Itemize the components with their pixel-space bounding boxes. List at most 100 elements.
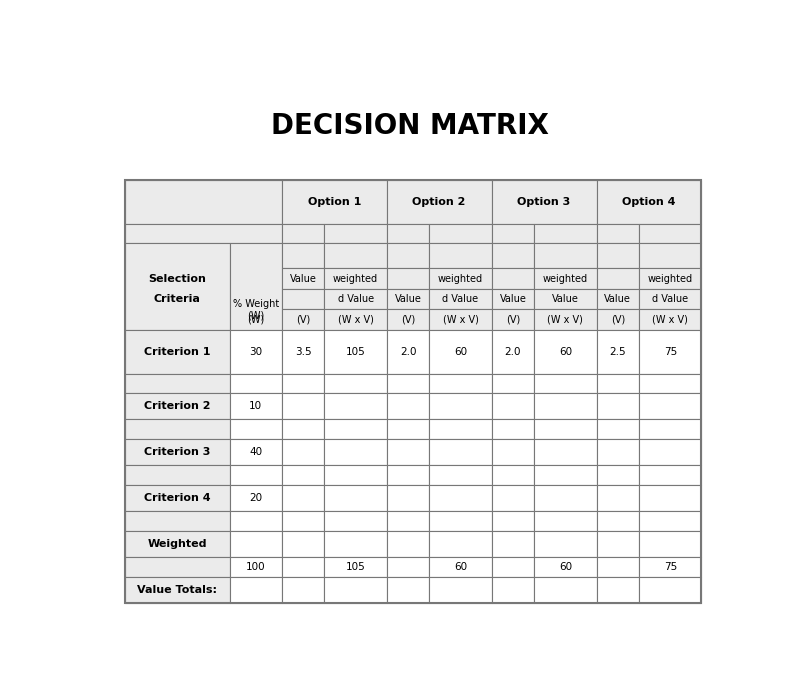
Bar: [325, 512, 386, 531]
Bar: [430, 531, 492, 557]
Bar: [534, 243, 597, 268]
Bar: [386, 557, 430, 577]
Bar: [597, 557, 639, 577]
Bar: [125, 439, 230, 466]
Bar: [492, 531, 534, 557]
Bar: [125, 223, 282, 243]
Bar: [282, 268, 325, 289]
Bar: [639, 393, 702, 420]
Bar: [386, 374, 430, 393]
Text: (W x V): (W x V): [338, 315, 374, 325]
Bar: [386, 439, 430, 466]
Bar: [430, 466, 492, 485]
Bar: [282, 485, 325, 512]
Bar: [386, 420, 430, 439]
Bar: [639, 268, 702, 289]
Bar: [325, 439, 386, 466]
Text: 60: 60: [559, 347, 572, 357]
Bar: [534, 531, 597, 557]
Bar: [230, 531, 282, 557]
Bar: [534, 223, 597, 243]
Bar: [534, 268, 597, 289]
Bar: [386, 180, 492, 223]
Text: DECISION MATRIX: DECISION MATRIX: [271, 112, 549, 141]
Bar: [282, 531, 325, 557]
Text: (V): (V): [506, 315, 520, 325]
Bar: [230, 485, 282, 512]
Bar: [325, 268, 386, 289]
Text: 60: 60: [454, 562, 467, 572]
Bar: [430, 243, 492, 268]
Text: (W x V): (W x V): [442, 315, 478, 325]
Bar: [125, 330, 230, 374]
Text: weighted: weighted: [648, 274, 693, 283]
Bar: [230, 439, 282, 466]
Bar: [325, 557, 386, 577]
Bar: [230, 243, 282, 330]
Bar: [230, 330, 282, 374]
Bar: [430, 512, 492, 531]
Bar: [430, 374, 492, 393]
Bar: [386, 310, 430, 330]
Bar: [386, 393, 430, 420]
Text: 40: 40: [249, 447, 262, 457]
Bar: [386, 223, 430, 243]
Text: 2.0: 2.0: [400, 347, 416, 357]
Text: d Value: d Value: [442, 294, 478, 304]
Bar: [125, 180, 702, 603]
Bar: [325, 485, 386, 512]
Bar: [125, 420, 230, 439]
Bar: [386, 243, 430, 268]
Bar: [230, 393, 282, 420]
Bar: [492, 243, 534, 268]
Text: Value: Value: [552, 294, 579, 304]
Bar: [492, 439, 534, 466]
Bar: [282, 223, 325, 243]
Bar: [597, 243, 639, 268]
Bar: [639, 330, 702, 374]
Bar: [282, 420, 325, 439]
Text: weighted: weighted: [438, 274, 483, 283]
Bar: [430, 330, 492, 374]
Bar: [492, 310, 534, 330]
Bar: [325, 531, 386, 557]
Bar: [534, 577, 597, 603]
Bar: [597, 439, 639, 466]
Text: (W x V): (W x V): [547, 315, 583, 325]
Text: 105: 105: [346, 562, 366, 572]
Text: 2.0: 2.0: [505, 347, 521, 357]
Bar: [386, 330, 430, 374]
Bar: [325, 243, 386, 268]
Bar: [597, 531, 639, 557]
Text: (W): (W): [247, 315, 264, 325]
Bar: [492, 485, 534, 512]
Bar: [534, 466, 597, 485]
Text: weighted: weighted: [543, 274, 588, 283]
Bar: [230, 374, 282, 393]
Bar: [639, 531, 702, 557]
Text: 20: 20: [249, 493, 262, 503]
Text: Value: Value: [499, 294, 526, 304]
Bar: [125, 531, 230, 557]
Text: (V): (V): [296, 315, 310, 325]
Bar: [639, 289, 702, 310]
Text: (W x V): (W x V): [652, 315, 688, 325]
Bar: [639, 374, 702, 393]
Bar: [282, 393, 325, 420]
Text: Criteria: Criteria: [154, 294, 201, 304]
Bar: [430, 223, 492, 243]
Text: 60: 60: [559, 562, 572, 572]
Bar: [492, 557, 534, 577]
Bar: [125, 512, 230, 531]
Bar: [230, 466, 282, 485]
Bar: [325, 310, 386, 330]
Bar: [639, 557, 702, 577]
Bar: [639, 466, 702, 485]
Bar: [386, 466, 430, 485]
Bar: [534, 420, 597, 439]
Bar: [125, 393, 230, 420]
Text: 10: 10: [249, 401, 262, 411]
Bar: [325, 289, 386, 310]
Bar: [534, 393, 597, 420]
Bar: [282, 330, 325, 374]
